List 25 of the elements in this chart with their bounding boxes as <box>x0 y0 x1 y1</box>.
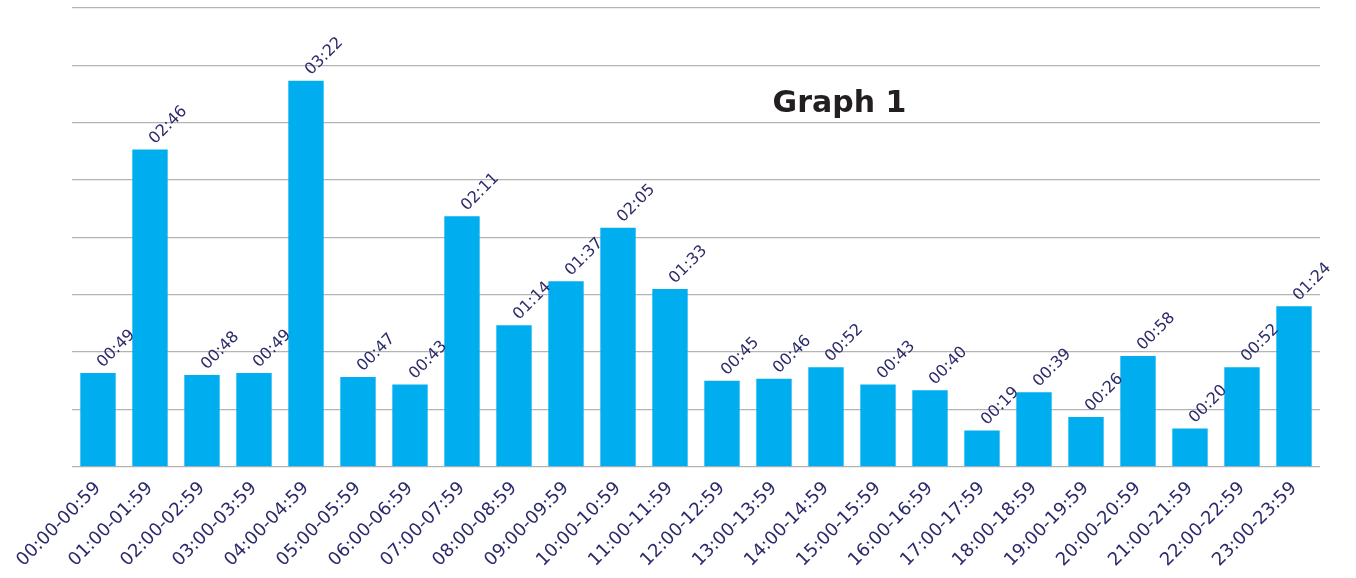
bar <box>1016 392 1052 467</box>
bar <box>1068 417 1104 467</box>
bar <box>340 376 376 467</box>
bar <box>756 378 792 467</box>
bar <box>288 80 324 467</box>
bar <box>964 430 1000 467</box>
bar <box>392 384 428 467</box>
bar <box>236 373 272 467</box>
bar <box>808 367 844 467</box>
bar <box>1172 428 1208 467</box>
bar <box>860 384 896 467</box>
bar <box>548 281 584 467</box>
bar <box>496 325 532 467</box>
bar <box>1120 355 1156 467</box>
bar <box>1224 367 1260 467</box>
bar <box>704 380 740 467</box>
bar <box>1276 306 1312 467</box>
bar <box>132 149 168 467</box>
bar <box>600 227 636 467</box>
text: Graph 1 <box>772 84 907 120</box>
bar <box>184 375 220 467</box>
bar <box>652 289 688 467</box>
bar <box>444 216 480 467</box>
bar <box>912 390 948 467</box>
bar <box>80 373 116 467</box>
